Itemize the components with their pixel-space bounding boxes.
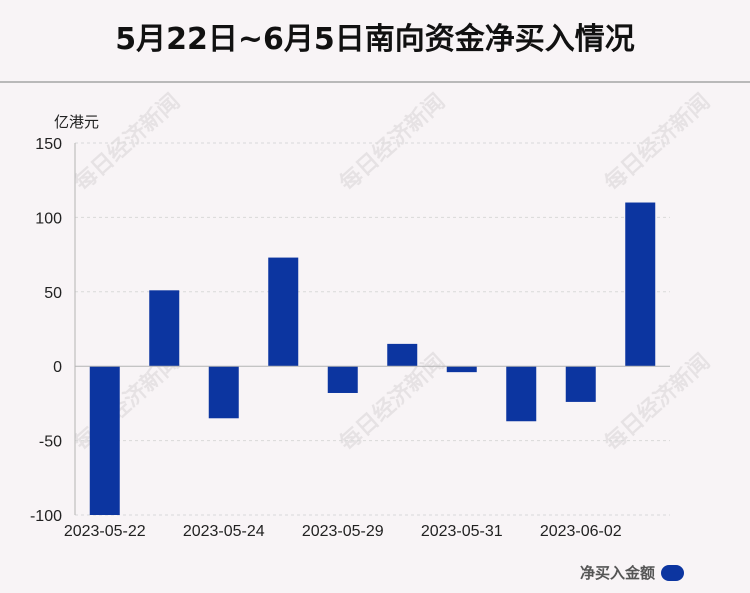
y-tick-label: 0 <box>53 359 62 376</box>
y-axis-unit-label: 亿港元 <box>54 113 100 131</box>
bar <box>625 202 656 367</box>
x-tick-label: 2023-05-29 <box>302 523 384 540</box>
x-tick-label: 2023-05-31 <box>421 523 503 540</box>
legend-label: 净买入金额 <box>579 564 655 582</box>
legend: 净买入金额 <box>580 562 684 583</box>
bar <box>149 290 180 367</box>
bar <box>446 366 477 373</box>
x-tick-label: 2023-06-02 <box>540 523 622 540</box>
y-tick-label: -100 <box>30 508 62 525</box>
bar <box>327 366 358 393</box>
bar <box>506 366 537 422</box>
bar <box>268 257 299 367</box>
y-tick-label: 50 <box>44 285 62 302</box>
y-tick-label: -50 <box>39 434 62 451</box>
x-tick-label: 2023-05-24 <box>183 523 265 540</box>
bar <box>89 366 120 515</box>
bar <box>387 343 418 367</box>
chart-title: 5月22日~6月5日南向资金净买入情况 <box>115 22 635 57</box>
title-divider <box>0 81 750 83</box>
y-tick-label: 150 <box>35 136 62 153</box>
y-tick-label: 100 <box>35 210 62 227</box>
legend-swatch <box>661 564 684 581</box>
bar <box>565 366 596 402</box>
bar <box>208 366 239 419</box>
x-tick-label: 2023-05-22 <box>64 523 146 540</box>
